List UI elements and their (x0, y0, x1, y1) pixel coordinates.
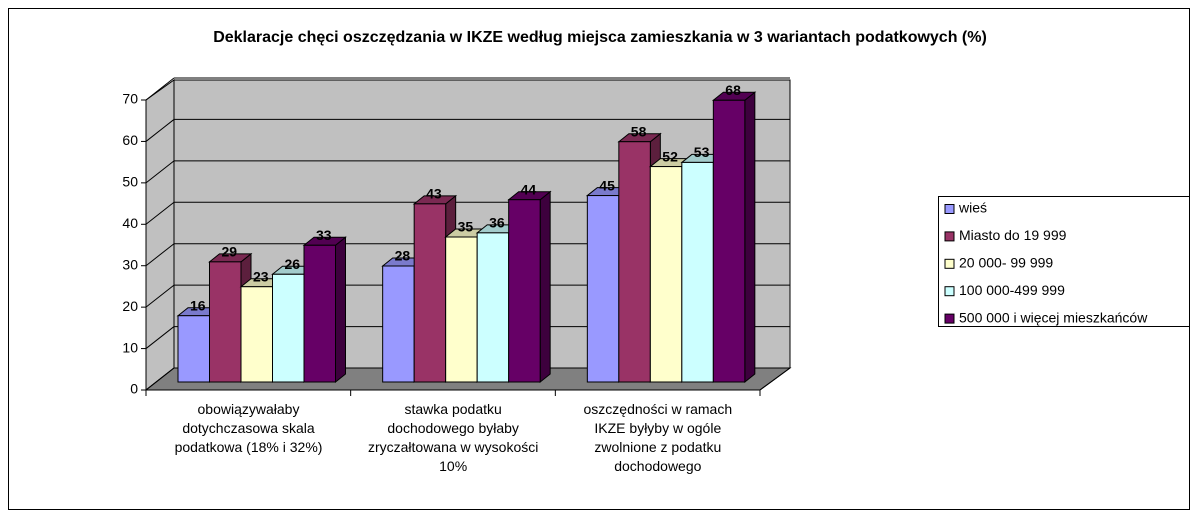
bar (649, 166, 683, 383)
bar (413, 203, 447, 383)
grid-line (145, 367, 175, 391)
data-label: 28 (395, 248, 411, 264)
legend-swatch (944, 286, 955, 297)
bar (382, 265, 415, 383)
bar (272, 273, 305, 383)
legend-swatch (944, 231, 955, 242)
data-label: 35 (458, 219, 474, 235)
grid-line (145, 284, 175, 308)
data-label: 44 (521, 181, 537, 197)
y-tick-label: 40 (122, 215, 138, 231)
grid-line (145, 326, 175, 349)
data-label: 33 (316, 227, 332, 243)
data-label: 43 (426, 186, 442, 202)
grid-line (145, 77, 175, 101)
data-label: 68 (725, 82, 741, 98)
x-tick-label: oszczędności w ramach IKZE byłyby w ogól… (583, 401, 733, 474)
legend-swatch (944, 258, 955, 269)
y-tick-label: 50 (122, 174, 138, 190)
bar (618, 141, 651, 383)
data-label: 52 (662, 148, 678, 164)
legend-label: Miasto do 19 999 (959, 227, 1067, 243)
grid-line (145, 160, 175, 184)
grid-line (145, 243, 175, 267)
bar (177, 315, 210, 383)
bar (681, 161, 714, 383)
x-tick-label: stawka podatku dochodowego byłaby zrycza… (367, 401, 539, 474)
y-tick-label: 70 (122, 91, 138, 107)
bar (240, 286, 273, 383)
bar-side (744, 91, 756, 384)
x-axis-edge (759, 367, 791, 391)
bar (508, 199, 541, 383)
data-label: 29 (221, 244, 237, 260)
y-tick-label: 60 (122, 132, 138, 148)
data-label: 53 (694, 144, 710, 160)
legend-label: wieś (958, 200, 987, 216)
data-label: 16 (190, 297, 206, 313)
side-wall (145, 79, 175, 392)
data-label: 23 (253, 268, 269, 284)
x-tick-label: obowiązywałaby dotychczasowa skala podat… (174, 401, 323, 455)
y-tick-label: 20 (122, 298, 138, 314)
legend-label: 100 000-499 999 (959, 282, 1065, 298)
bar (303, 244, 336, 383)
bar (586, 195, 620, 383)
bar-side (335, 236, 346, 384)
data-label: 26 (284, 256, 300, 272)
y-tick-label: 30 (122, 256, 138, 272)
legend-label: 500 000 i więcej mieszkańców (959, 309, 1148, 325)
bar (476, 232, 510, 383)
grid-line (145, 119, 175, 142)
data-label: 45 (599, 177, 615, 193)
data-label: 58 (631, 123, 647, 139)
legend-swatch (944, 204, 955, 214)
data-label: 36 (489, 215, 505, 231)
grid-line (145, 201, 175, 225)
bar-side (539, 190, 551, 384)
bar (712, 99, 746, 383)
chart-title: Deklaracje chęci oszczędzania w IKZE wed… (213, 29, 987, 46)
y-tick-label: 10 (122, 339, 138, 355)
legend-box (938, 196, 1190, 327)
legend-swatch (944, 313, 955, 324)
legend-label: 20 000- 99 999 (959, 255, 1053, 271)
bar (209, 261, 242, 383)
bar (445, 236, 478, 383)
y-tick-label: 0 (130, 381, 138, 397)
